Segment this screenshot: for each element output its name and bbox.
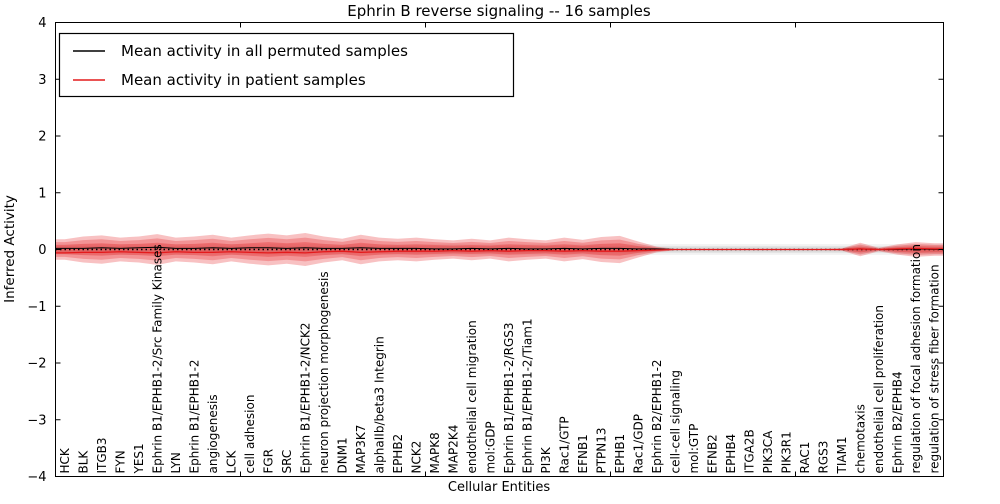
x-tick-label: FYN (113, 450, 127, 473)
x-tick-label: PIK3CA (761, 430, 775, 474)
x-tick-label: Ephrin B1/EPHB1-2 (187, 359, 201, 473)
x-tick-label: Ephrin B1/EPHB1-2/Src Family Kinases (150, 244, 164, 473)
x-tick-label: PIK3R1 (779, 431, 793, 473)
x-tick-label: SRC (280, 450, 294, 474)
x-tick-label: endothelial cell proliferation (872, 305, 886, 473)
x-tick-label: LCK (224, 449, 238, 473)
x-tick-label: mol:GDP (483, 421, 497, 473)
x-tick-label: LYN (169, 452, 183, 473)
x-tick-label: MAP3K7 (354, 425, 368, 474)
chart-title: Ephrin B reverse signaling -- 16 samples (347, 2, 651, 20)
x-tick-label: EFNB2 (705, 434, 719, 473)
x-tick-label: chemotaxis (853, 404, 867, 473)
plot-layers (55, 233, 944, 266)
x-tick-label: endothelial cell migration (465, 320, 479, 473)
y-tick-label: 4 (38, 16, 46, 31)
x-tick-label: Ephrin B1/EPHB1-2/Tiam1 (520, 318, 534, 473)
x-tick-labels: HCK BLK ITGB3 FYN YES1 Ephrin B1/EPHB1-2/Src … (58, 244, 942, 474)
x-tick-label: Ephrin B1/EPHB1-2/NCK2 (298, 323, 312, 474)
x-tick-label: Ephrin B2/EPHB4 (890, 371, 904, 473)
y-tick-label: 2 (38, 130, 46, 145)
x-tick-label: EFNB1 (576, 434, 590, 473)
legend: Mean activity in all permuted samples Me… (58, 32, 515, 98)
y-tick-label: −1 (27, 300, 46, 315)
x-tick-label: angiogenesis (206, 394, 220, 473)
x-tick-label: EPHB4 (724, 434, 738, 474)
x-tick-label: YES1 (132, 443, 146, 474)
x-tick-label: cell-cell signaling (668, 370, 682, 474)
axis-ticks: 4 3 2 1 0 −1 −2 −3 −4 (27, 16, 944, 485)
plot-border (55, 22, 944, 477)
x-tick-label: NCK2 (409, 441, 423, 474)
x-tick-label: EPHB1 (613, 434, 627, 474)
patient-band-mid (55, 237, 944, 262)
y-tick-label: −2 (27, 357, 46, 372)
x-tick-label: alphaIIb/beta3 Integrin (372, 336, 386, 473)
legend-label-permuted: Mean activity in all permuted samples (121, 42, 408, 60)
x-tick-label: FGR (261, 449, 275, 474)
x-tick-label: ITGB3 (95, 437, 109, 473)
legend-box (58, 32, 515, 98)
x-tick-label: RAC1 (798, 442, 812, 474)
x-tick-label: TIAM1 (835, 436, 849, 474)
x-tick-label: regulation of stress fiber formation (927, 264, 941, 473)
x-tick-label: PI3K (539, 446, 553, 473)
legend-label-patient: Mean activity in patient samples (121, 71, 366, 89)
x-tick-label: Ephrin B1/EPHB1-2/RGS3 (502, 322, 516, 473)
y-tick-label: 3 (38, 73, 46, 88)
x-tick-label: RGS3 (816, 441, 830, 474)
x-tick-label: BLK (76, 450, 90, 474)
x-tick-label: cell adhesion (243, 395, 257, 474)
patient-mean-line (55, 247, 944, 254)
x-tick-label: mol:GTP (687, 424, 701, 474)
x-tick-label: Rac1/GTP (557, 416, 571, 473)
y-tick-label: 0 (38, 243, 46, 258)
y-tick-label: −4 (27, 470, 46, 485)
x-tick-label: EPHB2 (391, 434, 405, 474)
x-tick-label: neuron projection morphogenesis (317, 271, 331, 473)
x-tick-label: MAPK8 (428, 432, 442, 473)
x-tick-label: regulation of focal adhesion formation (909, 244, 923, 473)
x-tick-label: Rac1/GDP (631, 414, 645, 473)
y-tick-label: −3 (27, 413, 46, 428)
x-tick-label: DNM1 (335, 437, 349, 473)
patient-band-outer (55, 233, 944, 266)
x-tick-label: ITGA2B (742, 429, 756, 473)
x-tick-label: Ephrin B2/EPHB1-2 (650, 359, 664, 473)
y-tick-label: 1 (38, 186, 46, 201)
y-axis-label: Inferred Activity (2, 195, 18, 303)
x-tick-label: HCK (58, 447, 72, 473)
x-tick-label: MAP2K4 (446, 425, 460, 474)
x-axis-label: Cellular Entities (448, 480, 550, 495)
x-tick-label: PTPN13 (594, 427, 608, 473)
